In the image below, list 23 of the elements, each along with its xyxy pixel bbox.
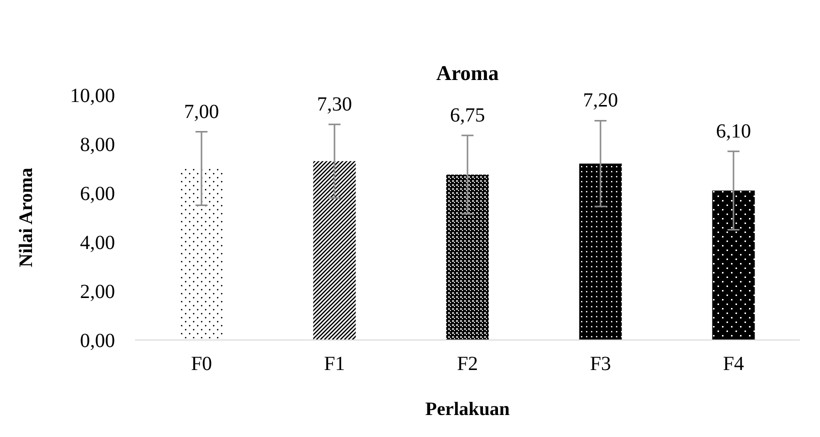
bar — [446, 174, 489, 340]
x-tick-label: F4 — [722, 353, 744, 375]
x-tick-label: F0 — [190, 353, 212, 375]
y-tick-label: 8,00 — [80, 134, 115, 156]
x-tick-label: F3 — [590, 353, 612, 375]
y-axis-title: Nilai Aroma — [16, 167, 37, 268]
y-tick-label: 0,00 — [80, 330, 115, 352]
data-label: 7,20 — [583, 90, 618, 112]
x-tick-label: F1 — [324, 353, 346, 375]
x-axis-title: Perlakuan — [425, 399, 510, 420]
y-tick-label: 4,00 — [80, 232, 115, 254]
y-tick-label: 10,00 — [70, 85, 115, 107]
data-label: 7,30 — [317, 93, 352, 116]
y-tick-label: 6,00 — [80, 183, 115, 205]
bar — [579, 164, 622, 340]
data-label: 7,00 — [184, 100, 219, 123]
data-label: 6,75 — [450, 104, 485, 126]
x-tick-label: F2 — [456, 353, 478, 375]
bar — [313, 161, 356, 340]
y-tick-label: 2,00 — [80, 281, 115, 303]
bar — [712, 190, 755, 340]
chart-title: Aroma — [436, 61, 500, 85]
data-label: 6,10 — [716, 120, 751, 142]
